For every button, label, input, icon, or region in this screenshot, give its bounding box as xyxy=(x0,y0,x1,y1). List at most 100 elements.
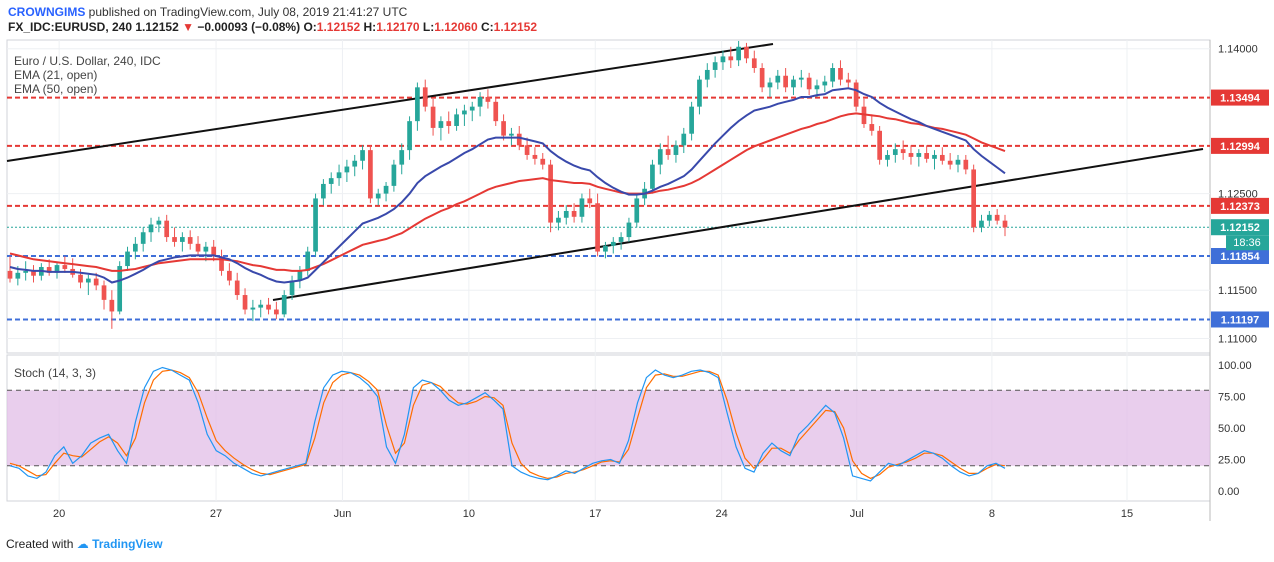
candle-body xyxy=(219,256,224,271)
stoch-tick-label: 25.00 xyxy=(1218,455,1246,467)
candle-body xyxy=(438,121,444,128)
candle-body xyxy=(955,159,961,165)
candle-body xyxy=(986,214,992,221)
published-text: published on TradingView.com, July 08, 2… xyxy=(88,5,408,19)
current-price-tag: 1.12152 xyxy=(1220,222,1260,234)
candle-body xyxy=(125,251,130,267)
candle-body xyxy=(313,198,318,252)
candle-body xyxy=(187,237,193,244)
candle-body xyxy=(328,178,334,184)
candle-body xyxy=(195,243,201,252)
candle-body xyxy=(595,203,600,252)
candle-body xyxy=(266,304,271,310)
down-arrow-icon: ▼ xyxy=(182,20,194,34)
time-tick-label: 17 xyxy=(589,508,601,520)
candle-body xyxy=(383,185,389,194)
tradingview-link[interactable]: TradingView xyxy=(92,537,163,551)
candle-body xyxy=(728,56,734,61)
candle-body xyxy=(250,307,256,310)
support-price-tag: 1.11197 xyxy=(1221,314,1260,326)
price-tick-label: 1.11000 xyxy=(1218,334,1257,346)
ema50-line xyxy=(9,112,1006,272)
candle-body xyxy=(54,265,60,273)
stoch-axis: 100.00 75.00 50.00 25.00 0.00 xyxy=(1218,360,1252,498)
current-price-tag-bg xyxy=(1211,219,1269,236)
resistance-price-tag: 1.12373 xyxy=(1220,201,1260,213)
candle-body xyxy=(117,266,123,312)
candle-body xyxy=(501,121,506,136)
candle-body xyxy=(352,160,358,167)
candle-body xyxy=(751,58,757,69)
candle-body xyxy=(180,237,185,242)
candle-body xyxy=(85,278,91,283)
chart-header: CROWNGIMS published on TradingView.com, … xyxy=(8,5,537,35)
candle-body xyxy=(650,164,655,189)
last-price: 1.12152 xyxy=(135,20,179,34)
candle-body xyxy=(775,75,781,83)
candle-body xyxy=(15,272,21,279)
candles xyxy=(7,40,1008,329)
candle-body xyxy=(689,106,694,134)
footer: Created with ☁ TradingView xyxy=(6,537,163,551)
open-value: 1.12152 xyxy=(316,20,361,34)
candle-body xyxy=(23,270,29,273)
low-label: L: xyxy=(422,20,435,34)
ema50-legend[interactable]: EMA (50, open) xyxy=(14,82,98,96)
candle-body xyxy=(274,309,279,315)
candle-body xyxy=(148,224,154,233)
resistance-price-tag: 1.12994 xyxy=(1220,141,1261,153)
close-label: C: xyxy=(480,20,494,34)
candle-body xyxy=(31,270,36,276)
lower-trendline[interactable] xyxy=(272,148,1204,301)
candle-body xyxy=(93,278,99,286)
candle-body xyxy=(462,110,467,115)
candle-body xyxy=(704,69,710,80)
candle-body xyxy=(900,149,906,154)
support-price-tag-bg xyxy=(1211,248,1269,265)
candle-body xyxy=(133,243,138,252)
ema21-legend[interactable]: EMA (21, open) xyxy=(14,68,98,82)
moving-averages xyxy=(9,87,1006,284)
candle-body xyxy=(994,214,1000,221)
candle-body xyxy=(548,164,553,223)
candle-body xyxy=(587,198,593,204)
time-tick-label: 15 xyxy=(1121,508,1133,520)
candle-body xyxy=(924,153,930,159)
countdown-bg xyxy=(1226,235,1269,251)
candle-body xyxy=(877,130,882,160)
symbol-label: FX_IDC:EURUSD, 240 xyxy=(8,20,133,34)
tradingview-logo-icon: ☁ xyxy=(76,537,89,551)
stoch-legend: Stoch (14, 3, 3) xyxy=(14,366,96,380)
candle-body xyxy=(415,87,420,122)
stoch-band-fill xyxy=(7,390,1210,466)
price-tick-label: 1.11500 xyxy=(1218,285,1257,297)
candle-body xyxy=(681,133,687,146)
price-axis[interactable]: 1.14000 1.12500 1.11500 1.11000 xyxy=(1218,44,1258,346)
candle-body xyxy=(971,169,977,228)
candle-body xyxy=(610,241,616,246)
candle-body xyxy=(422,87,428,107)
candle-body xyxy=(477,96,483,107)
candle-body xyxy=(164,220,170,238)
candle-body xyxy=(485,96,491,102)
stoch-band-area xyxy=(7,389,1210,467)
candle-body xyxy=(830,68,835,82)
trend-channel xyxy=(6,43,1204,301)
stoch-legend-label[interactable]: Stoch (14, 3, 3) xyxy=(14,366,97,380)
resistance-price-tag: 1.13494 xyxy=(1220,93,1261,105)
candle-body xyxy=(532,154,538,159)
created-with-text: Created with xyxy=(6,537,74,551)
time-axis[interactable]: 20 27 Jun 10 17 24 Jul 8 15 xyxy=(53,508,1133,520)
resistance-price-tag-bg xyxy=(1211,137,1269,154)
candle-body xyxy=(101,285,107,300)
candle-body xyxy=(454,114,459,126)
stoch-k-line xyxy=(9,366,1006,482)
candle-body xyxy=(798,77,804,80)
time-tick-label: Jun xyxy=(334,508,352,520)
publisher-name[interactable]: CROWNGIMS xyxy=(8,5,86,19)
candle-body xyxy=(469,106,475,111)
candle-body xyxy=(979,220,984,228)
upper-trendline[interactable] xyxy=(6,43,774,162)
time-tick-label: Jul xyxy=(850,508,864,520)
